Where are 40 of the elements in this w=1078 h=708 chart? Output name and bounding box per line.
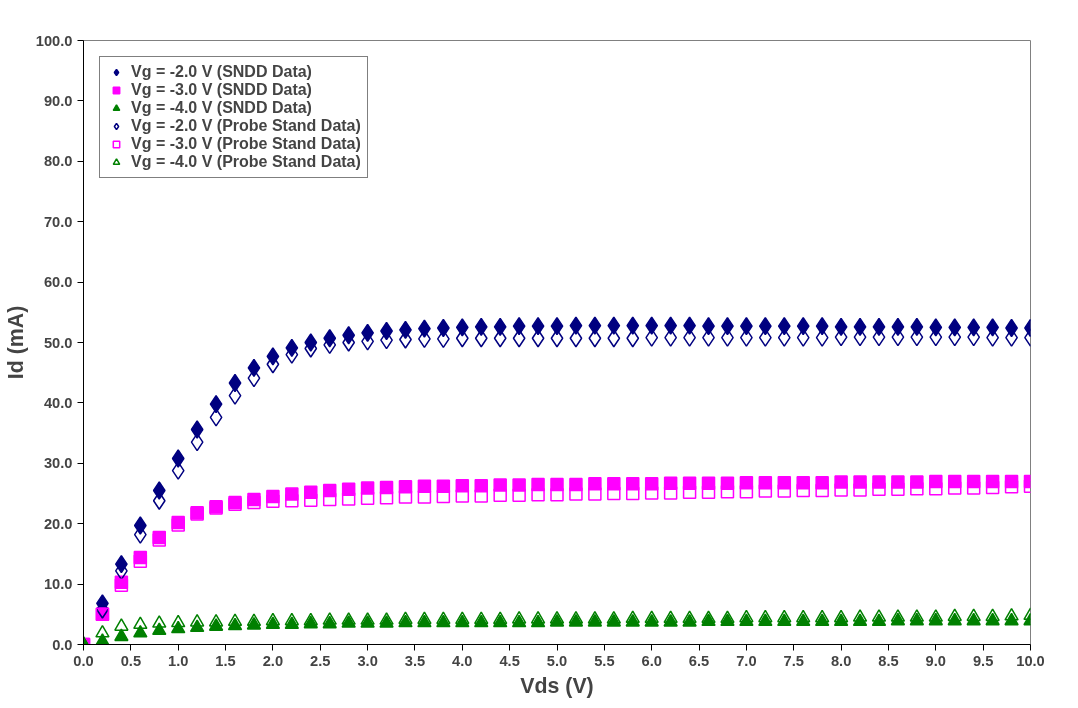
x-tick-label: 4.5 xyxy=(499,652,520,669)
legend-label: Vg = -4.0 V (Probe Stand Data) xyxy=(131,153,361,171)
y-tick-label: 10.0 xyxy=(43,576,73,593)
x-tick-label: 9.5 xyxy=(972,652,994,669)
x-tick-label: 4.0 xyxy=(452,652,473,669)
x-tick-label: 8.5 xyxy=(878,652,899,669)
x-tick-label: 1.5 xyxy=(215,652,236,669)
y-tick-label: 40.0 xyxy=(43,394,73,411)
x-tick-label: 9.0 xyxy=(925,652,946,669)
y-tick-label: 30.0 xyxy=(43,455,73,472)
x-tick-label: 2.5 xyxy=(310,652,331,669)
x-axis-title: Vds (V) xyxy=(520,673,594,698)
y-tick-label: 0.0 xyxy=(52,636,73,653)
x-tick-label: 5.0 xyxy=(546,652,568,669)
legend-label: Vg = -4.0 V (SNDD Data) xyxy=(131,99,312,117)
legend-label: Vg = -2.0 V (Probe Stand Data) xyxy=(131,117,361,135)
y-tick-label: 20.0 xyxy=(43,515,73,532)
x-tick-label: 7.0 xyxy=(736,652,757,669)
x-tick-label: 7.5 xyxy=(783,652,804,669)
x-tick-label: 3.0 xyxy=(357,652,378,669)
x-tick-label: 1.0 xyxy=(168,652,189,669)
y-tick-label: 50.0 xyxy=(43,334,73,351)
x-tick-label: 3.5 xyxy=(404,652,426,669)
y-tick-label: 60.0 xyxy=(43,274,73,291)
y-axis-title: Id (mA) xyxy=(3,305,28,380)
y-tick-label: 70.0 xyxy=(43,213,73,230)
x-tick-label: 5.5 xyxy=(594,652,615,669)
y-tick-label: 100.0 xyxy=(35,32,73,49)
y-tick-label: 90.0 xyxy=(43,92,73,109)
x-tick-label: 0.5 xyxy=(120,652,142,669)
x-tick-label: 10.0 xyxy=(1016,652,1045,669)
x-tick-label: 8.0 xyxy=(830,652,852,669)
x-tick-label: 0.0 xyxy=(73,652,94,669)
legend-label: Vg = -2.0 V (SNDD Data) xyxy=(131,63,312,81)
legend-label: Vg = -3.0 V (SNDD Data) xyxy=(131,81,312,99)
x-tick-label: 6.5 xyxy=(688,652,710,669)
x-tick-label: 6.0 xyxy=(641,652,662,669)
x-tick-label: 2.0 xyxy=(262,652,284,669)
y-tick-label: 80.0 xyxy=(43,153,73,170)
legend-label: Vg = -3.0 V (Probe Stand Data) xyxy=(131,135,361,153)
